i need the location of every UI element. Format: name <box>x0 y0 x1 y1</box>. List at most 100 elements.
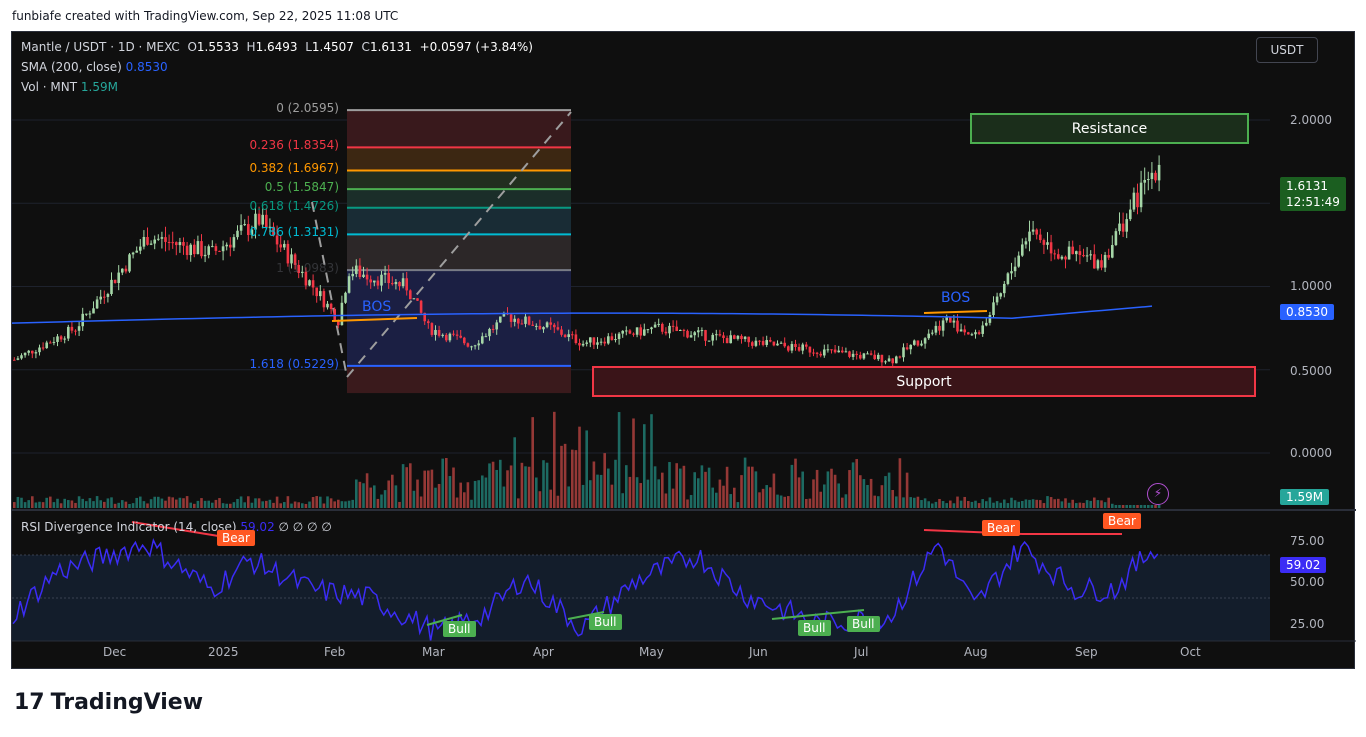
candle <box>1035 229 1038 235</box>
candle <box>232 237 236 248</box>
volume-bar <box>837 483 840 508</box>
candle <box>1154 172 1157 181</box>
volume-bar <box>153 496 156 508</box>
candle <box>549 322 552 325</box>
candle <box>106 294 110 297</box>
candle <box>337 321 340 326</box>
volume-bar <box>574 450 578 508</box>
candle <box>722 335 725 339</box>
volume-bar <box>466 482 470 508</box>
candle <box>819 353 822 356</box>
candle <box>718 334 722 336</box>
volume-legend[interactable]: Vol · MNT 1.59M <box>21 80 118 94</box>
volume-bar <box>149 499 153 508</box>
candle <box>376 280 380 286</box>
candle <box>625 330 628 332</box>
candle <box>326 303 329 308</box>
candle <box>513 318 516 322</box>
candle <box>452 333 455 335</box>
volume-bar <box>509 465 513 508</box>
volume-bar <box>884 476 887 508</box>
volume-bar <box>1143 505 1146 508</box>
volume-bar <box>589 480 592 508</box>
volume-bar <box>851 462 855 508</box>
tradingview-logo[interactable]: 𝟭𝟳 TradingView <box>14 690 204 715</box>
candle <box>405 278 408 291</box>
lightning-icon[interactable]: ⚡ <box>1147 483 1169 505</box>
candle <box>869 353 873 355</box>
volume-bar <box>189 502 192 508</box>
volume-bar <box>722 485 725 508</box>
rsi-legend[interactable]: RSI Divergence Indicator (14, close) 59.… <box>21 520 332 534</box>
candle <box>1028 231 1031 242</box>
volume-bar <box>85 501 88 508</box>
volume-bar <box>895 496 898 508</box>
candle <box>697 330 700 333</box>
candle <box>1143 179 1146 183</box>
candle <box>81 313 84 327</box>
volume-bar <box>405 467 408 508</box>
candle <box>578 343 581 346</box>
volume-bar <box>693 472 696 508</box>
support-zone[interactable]: Support <box>592 366 1256 397</box>
candle <box>769 340 772 342</box>
volume-bar <box>535 477 538 508</box>
candle <box>369 279 372 283</box>
candle <box>131 252 135 255</box>
candle <box>898 356 902 358</box>
candle <box>801 344 804 351</box>
volume-bar <box>1121 505 1125 508</box>
volume-bar <box>524 466 527 508</box>
chart-frame[interactable]: Mantle / USDT · 1D · MEXC O1.5533 H1.649… <box>11 31 1356 670</box>
time-tick: Oct <box>1180 645 1201 659</box>
candle <box>1107 254 1110 258</box>
volume-bar <box>236 498 239 508</box>
candle <box>427 321 430 324</box>
volume-bar <box>1157 505 1161 508</box>
volume-bar <box>664 493 668 508</box>
volume-bar <box>1089 500 1092 508</box>
resistance-zone[interactable]: Resistance <box>970 113 1249 144</box>
chart-canvas[interactable] <box>12 32 1356 670</box>
candle <box>772 341 776 346</box>
fib-band <box>347 207 571 235</box>
volume-bar <box>239 496 243 508</box>
last-price-tag: 1.6131 12:51:49 <box>1280 177 1346 211</box>
time-tick: Dec <box>103 645 127 659</box>
volume-bar <box>614 459 617 508</box>
candle <box>247 224 250 236</box>
candle <box>545 322 549 328</box>
volume-bar <box>758 492 761 508</box>
candle <box>1039 234 1042 241</box>
candle <box>607 336 610 344</box>
volume-bar <box>625 465 628 508</box>
candle <box>1049 242 1053 254</box>
candle <box>1042 240 1046 245</box>
candle <box>567 334 570 337</box>
sma-legend[interactable]: SMA (200, close) 0.8530 <box>21 60 168 74</box>
candle <box>887 358 891 362</box>
candle <box>970 334 974 336</box>
currency-button[interactable]: USDT <box>1256 37 1318 63</box>
candle <box>610 336 614 340</box>
volume-bar <box>1150 505 1154 508</box>
candle <box>959 329 963 332</box>
volume-bar <box>92 501 95 508</box>
volume-bar <box>164 500 167 508</box>
volume-bar <box>549 489 552 508</box>
candle <box>495 322 498 330</box>
volume-bar <box>689 495 693 508</box>
volume-bar <box>49 496 52 508</box>
candle <box>761 341 765 345</box>
volume-bar <box>103 501 106 508</box>
candle <box>1147 179 1150 181</box>
candle <box>319 291 322 297</box>
rsi-tick: 25.00 <box>1290 617 1325 631</box>
volume-bar <box>520 462 524 508</box>
time-tick: Mar <box>422 645 445 659</box>
candle <box>135 250 138 253</box>
candle <box>812 352 815 354</box>
volume-bar <box>351 499 354 508</box>
volume-bar <box>427 470 430 508</box>
candle <box>581 343 585 346</box>
